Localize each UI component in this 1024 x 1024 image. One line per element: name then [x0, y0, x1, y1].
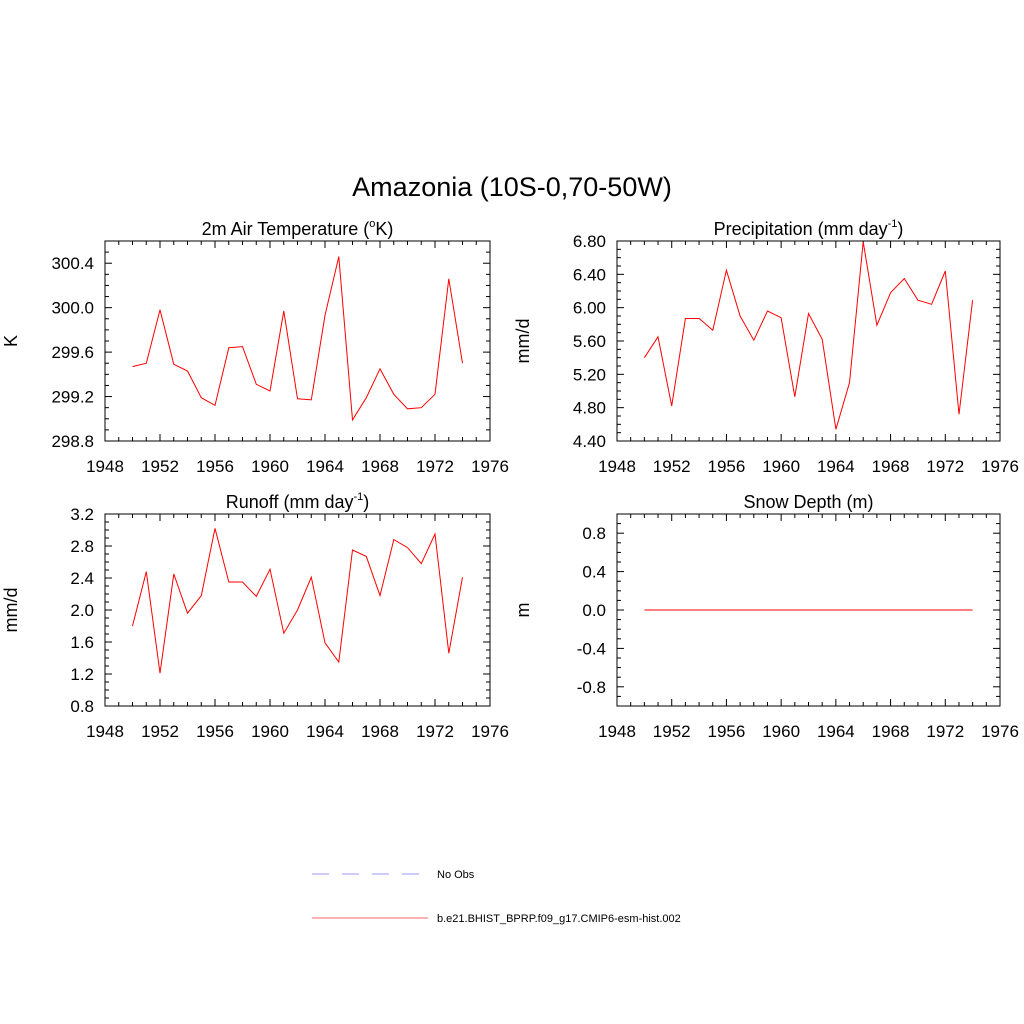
x-tick-label: 1972	[926, 457, 964, 476]
panel-3: 1948 1952 1956 1960 1964 1968 1972 1976 0.8 1.2 1.…	[1, 491, 509, 741]
x-tick-label: 1964	[306, 722, 344, 741]
y-tick-label: 6.00	[573, 299, 606, 318]
y-tick-label: 0.8	[582, 524, 606, 543]
x-tick-label: 1976	[471, 457, 509, 476]
main-title: Amazonia (10S-0,70-50W)	[352, 172, 672, 202]
y-tick-label: 0.8	[70, 697, 94, 716]
y-tick-label: 1.2	[70, 665, 94, 684]
x-tick-label: 1976	[981, 457, 1019, 476]
y-tick-label: -0.8	[577, 678, 606, 697]
x-tick-label: 1956	[708, 457, 746, 476]
y-axis-label: K	[1, 335, 21, 347]
y-tick-label: 0.0	[582, 601, 606, 620]
panel-title: Runoff (mm day-1)	[226, 491, 370, 512]
x-tick-label: 1948	[86, 722, 124, 741]
legend-label: b.e21.BHIST_BPRP.f09_g17.CMIP6-esm-hist.…	[437, 913, 681, 925]
y-tick-label: 6.80	[573, 232, 606, 251]
x-tick-label: 1952	[653, 722, 691, 741]
y-tick-label: -0.4	[577, 639, 606, 658]
x-tick-label: 1956	[196, 722, 234, 741]
y-tick-label: 5.60	[573, 332, 606, 351]
plot-frame	[104, 240, 491, 442]
series-line	[132, 528, 463, 674]
x-tick-label: 1960	[251, 722, 289, 741]
y-tick-label: 0.4	[582, 563, 606, 582]
x-tick-label: 1956	[196, 457, 234, 476]
x-tick-label: 1976	[981, 722, 1019, 741]
y-tick-label: 300.0	[51, 299, 94, 318]
plot-frame	[616, 240, 1001, 442]
x-tick-label: 1952	[141, 722, 179, 741]
y-tick-label: 2.0	[70, 601, 94, 620]
y-tick-label: 2.4	[70, 569, 94, 588]
x-tick-label: 1972	[416, 457, 454, 476]
y-tick-label: 6.40	[573, 265, 606, 284]
x-tick-label: 1952	[141, 457, 179, 476]
panels: 1948 1952 1956 1960 1964 1968 1972 1976 298.8 299…	[1, 218, 1019, 741]
legend: No Obs b.e21.BHIST_BPRP.f09_g17.CMIP6-esm…	[312, 869, 681, 925]
panel-title: Precipitation (mm day-1)	[714, 218, 904, 239]
panel-4: 1948 1952 1956 1960 1964 1968 1972 1976 -0.8 -0.4…	[513, 492, 1019, 741]
x-tick-label: 1948	[598, 722, 636, 741]
panel-2: 1948 1952 1956 1960 1964 1968 1972 1976 4.40 4.80…	[513, 218, 1019, 476]
x-tick-label: 1948	[86, 457, 124, 476]
legend-label: No Obs	[437, 869, 475, 881]
y-tick-label: 299.2	[51, 388, 94, 407]
panel-title: Snow Depth (m)	[743, 492, 873, 512]
y-axis-label: mm/d	[513, 319, 533, 364]
panel-title: 2m Air Temperature (oK)	[202, 218, 394, 239]
x-tick-label: 1964	[817, 457, 855, 476]
x-tick-label: 1948	[598, 457, 636, 476]
y-tick-label: 4.80	[573, 399, 606, 418]
series-line	[643, 241, 974, 430]
y-axis-label: mm/d	[1, 588, 21, 633]
x-tick-label: 1960	[762, 457, 800, 476]
x-tick-label: 1968	[872, 722, 910, 741]
x-tick-label: 1972	[416, 722, 454, 741]
x-tick-label: 1968	[872, 457, 910, 476]
y-tick-label: 299.6	[51, 343, 94, 362]
x-tick-label: 1960	[251, 457, 289, 476]
y-axis-label: m	[513, 603, 533, 618]
y-tick-label: 2.8	[70, 537, 94, 556]
x-tick-label: 1952	[653, 457, 691, 476]
x-tick-label: 1956	[708, 722, 746, 741]
y-tick-label: 298.8	[51, 432, 94, 451]
x-tick-label: 1960	[762, 722, 800, 741]
y-tick-label: 3.2	[70, 505, 94, 524]
x-tick-label: 1964	[817, 722, 855, 741]
x-tick-label: 1968	[361, 457, 399, 476]
y-tick-label: 300.4	[51, 254, 94, 273]
x-tick-label: 1968	[361, 722, 399, 741]
y-tick-label: 4.40	[573, 432, 606, 451]
series-line	[132, 256, 463, 422]
y-tick-label: 5.20	[573, 365, 606, 384]
x-tick-label: 1976	[471, 722, 509, 741]
x-tick-label: 1964	[306, 457, 344, 476]
y-tick-label: 1.6	[70, 633, 94, 652]
panel-1: 1948 1952 1956 1960 1964 1968 1972 1976 298.8 299…	[1, 218, 509, 476]
x-tick-label: 1972	[926, 722, 964, 741]
